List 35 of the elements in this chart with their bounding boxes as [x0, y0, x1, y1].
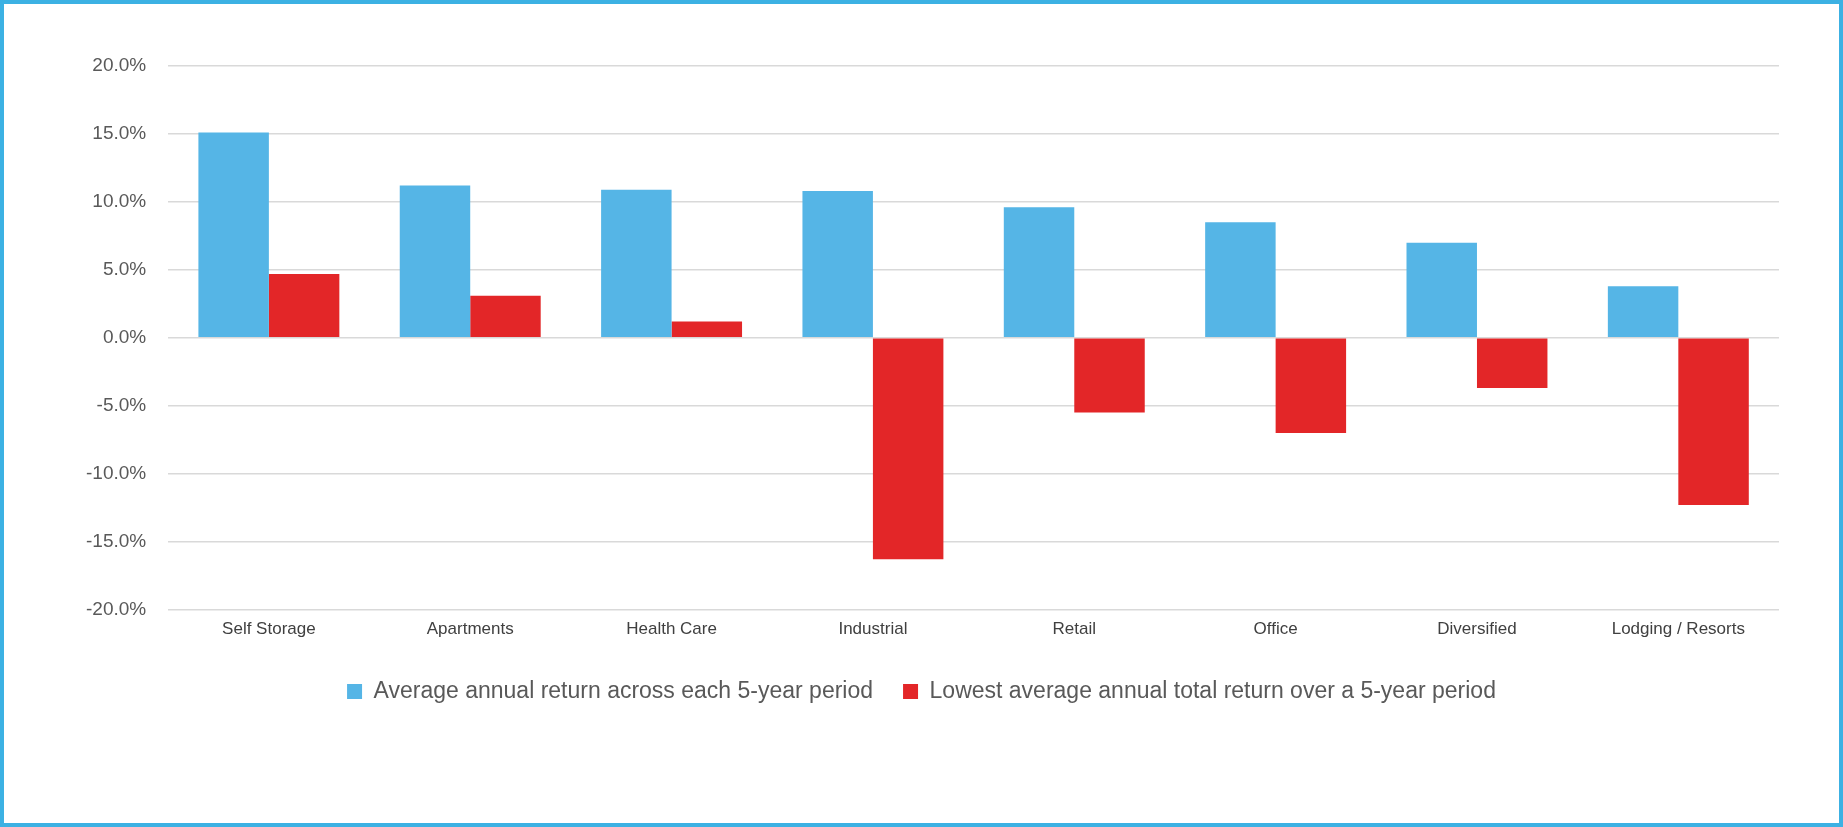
y-tick-label: -15.0% — [86, 529, 147, 551]
y-tick-label: -20.0% — [86, 597, 147, 619]
y-tick-label: -10.0% — [86, 461, 147, 483]
x-tick-label: Office — [1253, 619, 1298, 639]
bar — [802, 191, 873, 338]
bar — [1476, 338, 1548, 389]
bar — [872, 338, 944, 560]
x-tick-label: Self Storage — [222, 619, 316, 639]
bar — [470, 295, 541, 338]
y-tick-label: 20.0% — [92, 54, 147, 76]
legend-label: Lowest average annual total return over a 5-year period — [929, 676, 1496, 703]
y-tick-label: 15.0% — [92, 122, 147, 144]
bar — [399, 185, 471, 338]
legend-label: Average annual return across each 5-year period — [373, 676, 874, 703]
x-tick-label: Diversified — [1437, 619, 1517, 639]
bar — [1003, 207, 1075, 338]
bar — [198, 132, 269, 338]
x-tick-label: Retail — [1052, 619, 1097, 639]
x-tick-label: Health Care — [626, 619, 717, 639]
bar — [1607, 286, 1679, 338]
bar — [1205, 222, 1276, 338]
bar — [268, 273, 340, 338]
x-tick-label: Lodging / Resorts — [1611, 619, 1745, 639]
y-tick-label: -5.0% — [96, 393, 147, 415]
y-tick-label: 0.0% — [102, 326, 147, 348]
bar — [1074, 338, 1145, 413]
y-tick-label: 10.0% — [92, 190, 147, 212]
bar — [601, 189, 672, 338]
x-tick-label: Industrial — [838, 619, 908, 639]
y-tick-label: 5.0% — [102, 258, 147, 280]
bar — [1406, 242, 1477, 338]
bar — [671, 321, 743, 338]
x-tick-label: Apartments — [426, 619, 514, 639]
bar — [1275, 338, 1347, 433]
bar — [1678, 338, 1749, 505]
